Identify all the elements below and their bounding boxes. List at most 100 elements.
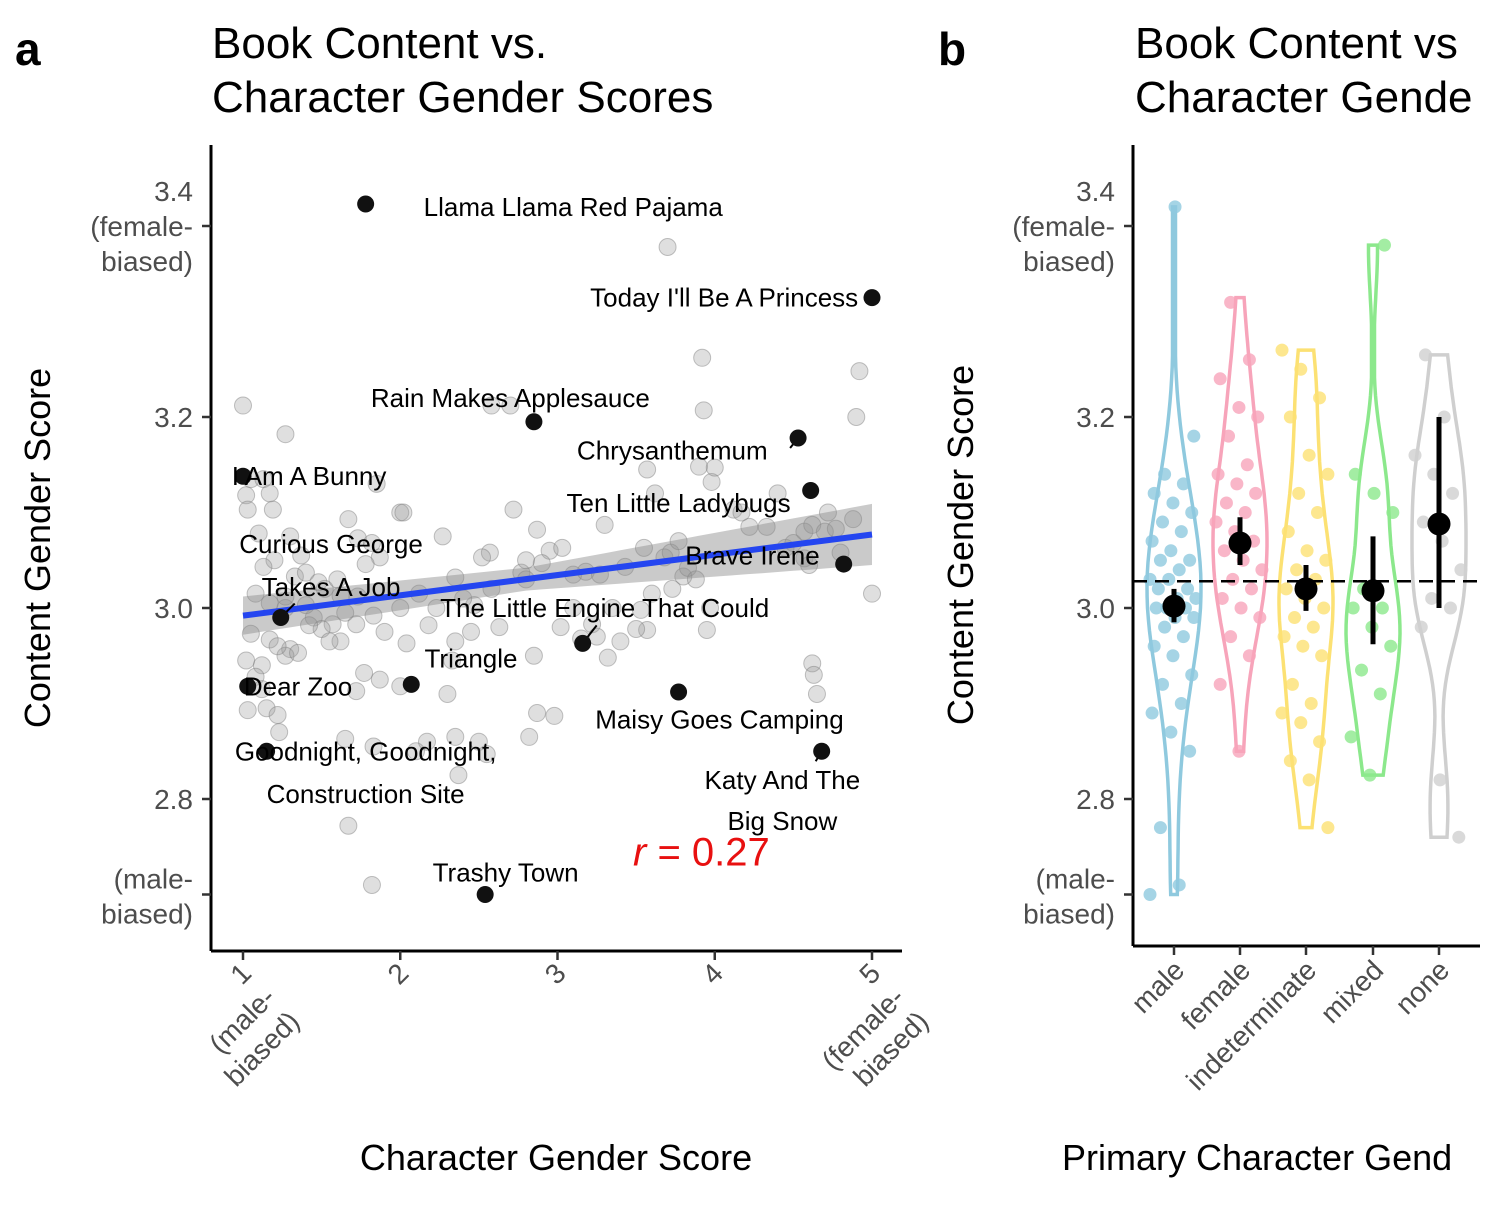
- point-male: [1147, 639, 1161, 653]
- x-tick-label: 5(female-biased): [792, 957, 935, 1100]
- x-tick-label: 1(male-biased): [170, 957, 305, 1092]
- background-point: [315, 579, 334, 598]
- background-point: [663, 579, 682, 598]
- background-point: [347, 682, 366, 701]
- point-label: I Am A Bunny: [232, 461, 387, 491]
- labeled-point: [670, 683, 688, 701]
- background-point: [285, 567, 304, 586]
- background-point: [406, 742, 425, 761]
- point-male: [1183, 553, 1197, 567]
- background-point: [364, 737, 383, 756]
- point-female: [1234, 601, 1248, 615]
- point-indeterminate: [1315, 649, 1329, 663]
- background-point: [807, 684, 826, 703]
- background-point: [367, 474, 386, 493]
- background-point: [674, 567, 693, 586]
- labeled-point: [402, 675, 420, 693]
- point-male: [1181, 582, 1195, 596]
- background-point: [265, 551, 284, 570]
- point-indeterminate: [1321, 821, 1335, 835]
- background-point: [276, 425, 295, 444]
- point-male: [1156, 515, 1170, 529]
- point-mixed: [1363, 768, 1377, 782]
- labeled-point: [813, 742, 831, 760]
- background-point: [300, 616, 319, 635]
- point-label: Big Snow: [727, 806, 837, 836]
- point-male: [1143, 572, 1157, 586]
- panel-a-fit: [242, 531, 873, 619]
- point-female: [1213, 677, 1227, 691]
- point-indeterminate: [1294, 716, 1308, 730]
- point-indeterminate: [1288, 611, 1302, 625]
- background-point: [795, 549, 814, 568]
- labeled-point: [272, 609, 290, 627]
- background-point: [804, 665, 823, 684]
- background-point: [446, 632, 465, 651]
- point-label: Goodnight, Goodnight,: [235, 736, 497, 766]
- point-indeterminate: [1279, 582, 1293, 596]
- y-tick-label: 3.4 (female-biased): [1012, 176, 1115, 277]
- panel-a-annotation: r = 0.27: [633, 831, 770, 875]
- point-indeterminate: [1277, 630, 1291, 644]
- point-male: [1168, 200, 1182, 214]
- background-point: [281, 640, 300, 659]
- background-point: [292, 546, 311, 565]
- background-point: [391, 599, 410, 617]
- background-point: [705, 458, 724, 477]
- point-mixed: [1355, 663, 1369, 677]
- point-mixed: [1384, 639, 1398, 653]
- point-label: Brave Irene: [685, 540, 819, 570]
- mean-point-mixed: [1361, 579, 1385, 603]
- x-tick-label: 4: [696, 957, 729, 990]
- point-none: [1452, 830, 1466, 844]
- background-point: [309, 573, 328, 592]
- background-point: [417, 732, 436, 751]
- point-male: [1174, 697, 1188, 710]
- background-point: [803, 654, 822, 673]
- background-point: [645, 484, 664, 503]
- x-tick-label: 3: [539, 957, 572, 990]
- background-point: [281, 527, 300, 546]
- background-point: [638, 620, 657, 639]
- point-female: [1253, 611, 1267, 625]
- background-point: [469, 732, 488, 751]
- panel-b-label: b: [938, 23, 966, 75]
- background-point: [397, 634, 416, 653]
- point-indeterminate: [1275, 343, 1289, 357]
- point-none: [1454, 563, 1468, 577]
- panel-b-x-axis-label: Primary Character Gend: [1062, 1137, 1452, 1178]
- background-point: [276, 646, 295, 665]
- panel-b-means: [1162, 417, 1451, 645]
- point-male: [1153, 553, 1167, 567]
- point-male: [1162, 572, 1176, 586]
- labeled-point: [476, 886, 494, 903]
- background-point: [473, 548, 492, 567]
- background-point: [238, 701, 257, 720]
- point-indeterminate: [1290, 563, 1304, 577]
- point-none: [1414, 620, 1428, 634]
- background-point: [611, 632, 630, 651]
- background-point: [658, 238, 677, 257]
- point-label: Triangle: [425, 644, 518, 674]
- panel-b-title: Book Content vs Character Gende: [1135, 19, 1473, 122]
- point-male: [1153, 821, 1167, 835]
- violin-indeterminate: [1277, 348, 1335, 830]
- point-label: Dear Zoo: [244, 671, 352, 701]
- background-point: [595, 515, 614, 534]
- point-indeterminate: [1294, 362, 1308, 376]
- point-indeterminate: [1292, 486, 1306, 500]
- labeled-point: [835, 555, 853, 573]
- mean-point-indeterminate: [1294, 577, 1318, 601]
- point-label: Trashy Town: [433, 858, 579, 888]
- panel-b-points: [1143, 200, 1468, 901]
- point-indeterminate: [1302, 448, 1316, 462]
- labeled-point: [357, 195, 375, 213]
- point-male: [1172, 878, 1186, 892]
- point-label: Takes A Job: [262, 572, 401, 602]
- point-male: [1183, 744, 1197, 758]
- background-point: [768, 484, 787, 503]
- point-male: [1176, 477, 1190, 491]
- point-label: Llama Llama Red Pajama: [424, 192, 724, 222]
- point-female: [1240, 458, 1254, 472]
